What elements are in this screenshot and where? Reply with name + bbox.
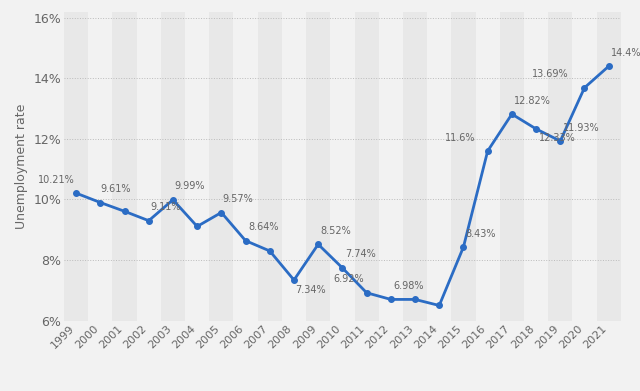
Text: 9.57%: 9.57% xyxy=(223,194,253,204)
Bar xyxy=(282,12,306,321)
Text: 9.61%: 9.61% xyxy=(100,184,131,194)
Bar xyxy=(476,12,500,321)
Bar xyxy=(330,12,355,321)
Bar xyxy=(355,12,379,321)
Text: 12.33%: 12.33% xyxy=(538,133,575,143)
Text: 8.43%: 8.43% xyxy=(466,229,497,239)
Bar xyxy=(427,12,451,321)
Text: 7.74%: 7.74% xyxy=(345,249,376,260)
Text: 9.11%: 9.11% xyxy=(150,202,180,212)
Bar xyxy=(596,12,621,321)
Text: 11.6%: 11.6% xyxy=(445,133,476,143)
Bar xyxy=(64,12,88,321)
Text: 8.64%: 8.64% xyxy=(248,222,278,232)
Text: 7.34%: 7.34% xyxy=(295,285,326,294)
Bar xyxy=(113,12,136,321)
Text: 8.52%: 8.52% xyxy=(321,226,351,236)
Bar xyxy=(209,12,234,321)
Bar xyxy=(306,12,330,321)
Text: 14.4%: 14.4% xyxy=(611,48,640,58)
Bar xyxy=(500,12,524,321)
Text: 10.21%: 10.21% xyxy=(38,175,75,185)
Bar xyxy=(234,12,258,321)
Y-axis label: Unemployment rate: Unemployment rate xyxy=(15,104,28,229)
Bar xyxy=(136,12,161,321)
Text: 9.99%: 9.99% xyxy=(174,181,205,191)
Bar xyxy=(524,12,548,321)
Text: 6.98%: 6.98% xyxy=(393,281,424,291)
Bar xyxy=(88,12,113,321)
Text: 6.92%: 6.92% xyxy=(333,274,364,284)
Bar xyxy=(403,12,427,321)
Bar xyxy=(161,12,185,321)
Bar xyxy=(572,12,596,321)
Bar xyxy=(258,12,282,321)
Bar xyxy=(451,12,476,321)
Bar xyxy=(185,12,209,321)
Bar xyxy=(379,12,403,321)
Text: 12.82%: 12.82% xyxy=(515,96,551,106)
Text: 11.93%: 11.93% xyxy=(563,122,599,133)
Text: 13.69%: 13.69% xyxy=(532,69,569,79)
Bar xyxy=(548,12,572,321)
